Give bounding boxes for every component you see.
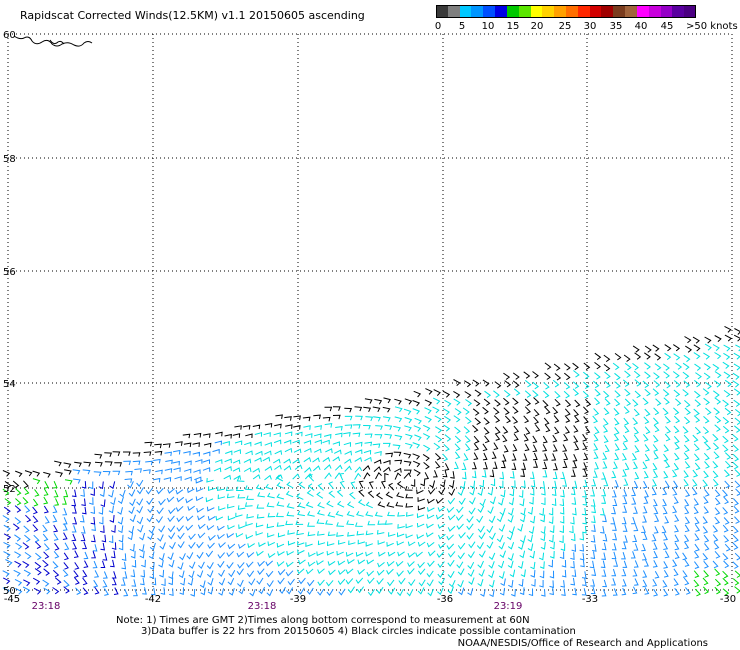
lon-tick-label: -33 bbox=[582, 594, 598, 605]
colorbar-swatch bbox=[589, 5, 602, 18]
wind-vectors bbox=[2, 325, 740, 598]
colorbar-swatch bbox=[471, 5, 484, 18]
colorbar-tick-label: >50 knots bbox=[686, 21, 738, 32]
wind-barb-group bbox=[2, 478, 740, 597]
colorbar-swatch bbox=[459, 5, 472, 18]
colorbar-tick-label: 20 bbox=[530, 21, 544, 32]
colorbar-tick-label: 40 bbox=[634, 21, 648, 32]
lon-tick-label: -42 bbox=[145, 594, 161, 605]
time-label: 23:18 bbox=[248, 601, 277, 612]
colorbar-swatch bbox=[530, 5, 543, 18]
map-axes: -45 -42 -39 -36 -33 -30 60 58 56 54 52 50 23:18 23:18… bbox=[3, 30, 736, 612]
coastline-path bbox=[13, 35, 93, 47]
colorbar-swatch bbox=[625, 5, 638, 18]
map-grid bbox=[7, 33, 733, 591]
lat-tick-label: 52 bbox=[3, 484, 16, 495]
lat-tick-label: 56 bbox=[3, 267, 16, 278]
note-line-1: Note: 1) Times are GMT 2)Times along bot… bbox=[116, 615, 530, 626]
colorbar-swatch bbox=[648, 5, 662, 18]
colorbar-tick-label: 5 bbox=[458, 21, 466, 32]
colorbar-swatch bbox=[566, 5, 579, 18]
wind-speed-colorbar: 0 5 10 15 20 25 30 35 40 45 >50 knots bbox=[434, 5, 738, 35]
colorbar-swatch bbox=[601, 5, 614, 18]
colorbar-tick-label: 0 bbox=[434, 21, 442, 32]
colorbar-swatch bbox=[660, 5, 673, 18]
colorbar-swatch bbox=[542, 5, 555, 18]
colorbar-swatch bbox=[613, 5, 626, 18]
wind-barb-group bbox=[2, 440, 740, 598]
colorbar-swatch bbox=[436, 5, 449, 18]
lon-tick-label: -45 bbox=[4, 594, 20, 605]
lat-tick-label: 60 bbox=[3, 30, 16, 41]
colorbar-swatch bbox=[506, 5, 520, 18]
coastline-path bbox=[49, 39, 65, 45]
colorbar-tick-label: 35 bbox=[609, 21, 623, 32]
note-line-2: 3)Data buffer is 22 hrs from 20150605 4)… bbox=[141, 626, 576, 637]
lat-tick-label: 50 bbox=[3, 586, 16, 597]
colorbar-tick-label: 15 bbox=[506, 21, 520, 32]
wind-barb-group bbox=[2, 481, 119, 595]
time-label: 23:18 bbox=[32, 601, 61, 612]
colorbar-swatch bbox=[672, 5, 685, 18]
colorbar-border bbox=[436, 5, 696, 18]
colorbar-swatch bbox=[577, 5, 591, 18]
colorbar-tick-label: 45 bbox=[660, 21, 674, 32]
colorbar-swatch bbox=[684, 5, 697, 18]
lat-tick-label: 54 bbox=[3, 379, 16, 390]
colorbar-tick-label: 30 bbox=[583, 21, 597, 32]
colorbar-swatch bbox=[518, 5, 532, 18]
lon-tick-label: -36 bbox=[437, 594, 453, 605]
map-notes: Note: 1) Times are GMT 2)Times along bot… bbox=[116, 615, 576, 637]
wind-barb-group bbox=[205, 343, 740, 597]
lon-tick-label: -30 bbox=[720, 594, 736, 605]
colorbar-tick-label: 10 bbox=[481, 21, 495, 32]
colorbar-swatch bbox=[495, 5, 508, 18]
coastline-fragment bbox=[13, 35, 93, 47]
time-label: 23:19 bbox=[494, 601, 523, 612]
lat-tick-label: 58 bbox=[3, 154, 16, 165]
lon-tick-label: -39 bbox=[290, 594, 306, 605]
colorbar-tick-label: 25 bbox=[558, 21, 572, 32]
colorbar-swatch bbox=[483, 5, 496, 18]
colorbar-swatch bbox=[554, 5, 567, 18]
wind-barb-group bbox=[2, 325, 740, 511]
colorbar-swatch bbox=[447, 5, 461, 18]
credit-line: NOAA/NESDIS/Office of Research and Appli… bbox=[457, 638, 708, 649]
colorbar-swatch bbox=[636, 5, 650, 18]
map-title: Rapidscat Corrected Winds(12.5KM) v1.1 2… bbox=[20, 9, 365, 22]
